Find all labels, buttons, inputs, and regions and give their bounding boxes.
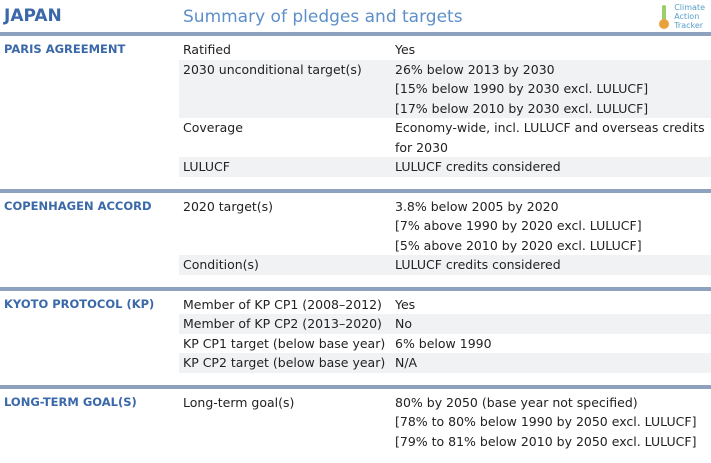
row-value: LULUCF credits considered xyxy=(395,255,707,275)
logo-text: Climate Action Tracker xyxy=(674,3,705,30)
separator xyxy=(0,32,711,36)
header: JAPAN Summary of pledges and targets Cli… xyxy=(0,0,711,32)
logo-line: Action xyxy=(674,12,700,21)
value-line: [17% below 2010 by 2030 excl. LULUCF] xyxy=(395,100,649,116)
value-line: [78% to 80% below 1990 by 2050 excl. LUL… xyxy=(395,414,697,429)
row-label: Member of KP CP2 (2013–2020) xyxy=(183,316,382,331)
section: PARIS AGREEMENT Ratified Yes 2030 unconditi… xyxy=(0,40,711,177)
row-label: KP CP2 target (below base year) xyxy=(183,355,386,370)
section-title: KYOTO PROTOCOL (KP) xyxy=(4,296,155,311)
row-label: Ratified xyxy=(183,42,231,57)
value-line: LULUCF credits considered xyxy=(395,257,561,272)
logo-line: Climate xyxy=(674,3,705,12)
row-value: LULUCF credits considered xyxy=(395,157,707,177)
row-value: 26% below 2013 by 2030 [15% below 1990 by… xyxy=(395,60,707,119)
row-value: Yes xyxy=(395,295,707,315)
value-line: 26% below 2013 by 2030 xyxy=(395,61,555,77)
row: Member of KP CP2 (2013–2020) No xyxy=(179,314,711,334)
table: PARIS AGREEMENT Ratified Yes 2030 unconditi… xyxy=(0,32,711,463)
value-line: 80% by 2050 (base year not specified) xyxy=(395,394,638,410)
value-line: [7% above 1990 by 2020 excl. LULUCF] xyxy=(395,218,642,233)
value-line: Yes xyxy=(395,42,416,57)
title: JAPAN xyxy=(4,6,62,26)
value-line: [79% to 81% below 2010 by 2050 excl. LUL… xyxy=(395,433,697,449)
value-line: [5% above 2010 by 2020 excl. LULUCF] xyxy=(395,237,642,253)
row-value: 80% by 2050 (base year not specified) [78… xyxy=(395,393,707,452)
value-line: [15% below 1990 by 2030 excl. LULUCF] xyxy=(395,81,649,96)
value-line: LULUCF credits considered xyxy=(395,159,561,174)
row-value: N/A xyxy=(395,353,707,373)
logo-icon xyxy=(659,4,670,29)
row-value: No xyxy=(395,314,707,334)
section-title: COPENHAGEN ACCORD xyxy=(4,198,152,213)
row-label: LULUCF xyxy=(183,159,230,174)
row: KP CP2 target (below base year) N/A xyxy=(179,353,711,373)
row: 2020 target(s) 3.8% below 2005 by 2020 [7%… xyxy=(179,197,711,256)
row: KP CP1 target (below base year) 6% below … xyxy=(179,334,711,354)
row: LULUCF LULUCF credits considered xyxy=(179,157,711,177)
row-value: 6% below 1990 xyxy=(395,334,707,354)
section: LONG-TERM GOAL(S) Long-term goal(s) 80% by… xyxy=(0,393,711,452)
row-label: 2020 target(s) xyxy=(183,198,274,214)
row: Member of KP CP1 (2008–2012) Yes xyxy=(179,295,711,315)
subtitle: Summary of pledges and targets xyxy=(183,7,463,27)
value-line: No xyxy=(395,316,412,331)
row-value: Yes xyxy=(395,40,707,60)
row: Long-term goal(s) 80% by 2050 (base year … xyxy=(179,393,711,452)
separator xyxy=(0,384,711,389)
section: KYOTO PROTOCOL (KP) Member of KP CP1 (200… xyxy=(0,295,711,373)
value-line: 3.8% below 2005 by 2020 xyxy=(395,198,559,214)
row: Condition(s) LULUCF credits considered xyxy=(179,255,711,275)
separator xyxy=(0,286,711,291)
logo: Climate Action Tracker xyxy=(658,3,705,30)
row-label: KP CP1 target (below base year) xyxy=(183,335,386,351)
value-line: N/A xyxy=(395,355,418,370)
row-label: Member of KP CP1 (2008–2012) xyxy=(183,296,382,312)
value-line: Yes xyxy=(395,296,416,312)
separator xyxy=(0,188,711,193)
section: COPENHAGEN ACCORD 2020 target(s) 3.8% belo… xyxy=(0,197,711,275)
row-label: 2030 unconditional target(s) xyxy=(183,61,362,77)
value-line: 6% below 1990 xyxy=(395,335,492,351)
row-label: Condition(s) xyxy=(183,257,259,272)
section-title: PARIS AGREEMENT xyxy=(4,42,126,56)
row: Ratified Yes xyxy=(179,40,711,60)
row-label: Long-term goal(s) xyxy=(183,394,295,410)
section-title: LONG-TERM GOAL(S) xyxy=(4,394,137,409)
row-value: Economy-wide, incl. LULUCF and overseas … xyxy=(395,118,707,157)
row-label: Coverage xyxy=(183,120,243,135)
value-line: Economy-wide, incl. LULUCF and overseas … xyxy=(395,120,705,155)
row-value: 3.8% below 2005 by 2020 [7% above 1990 by… xyxy=(395,197,707,256)
logo-line: Tracker xyxy=(674,21,704,30)
row: Coverage Economy-wide, incl. LULUCF and o… xyxy=(179,118,711,157)
row: 2030 unconditional target(s) 26% below 20… xyxy=(179,59,711,119)
